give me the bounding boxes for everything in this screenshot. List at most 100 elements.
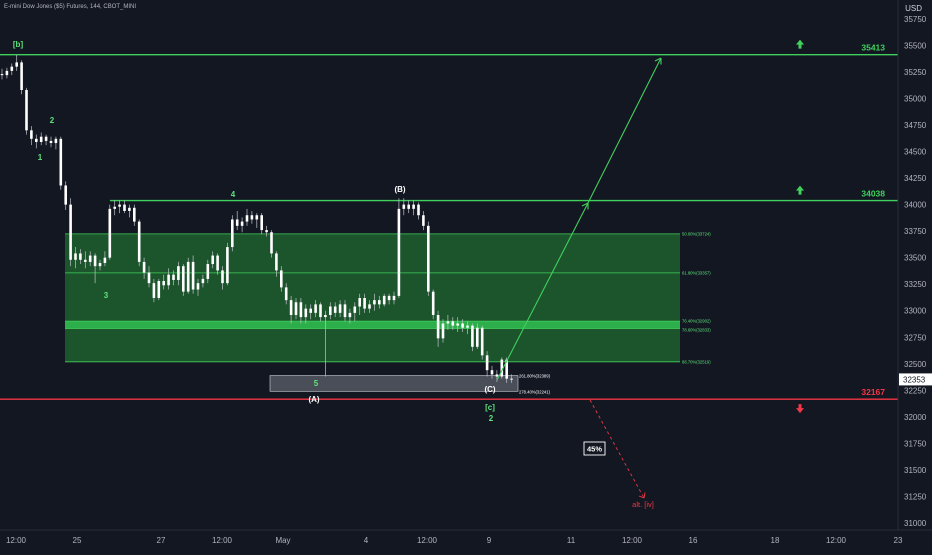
candle [191, 261, 195, 290]
candle [231, 219, 234, 248]
candle [314, 304, 317, 313]
arrow-up-icon [796, 185, 804, 195]
candle [382, 295, 386, 305]
candle [88, 255, 92, 262]
projection-down-path [589, 399, 645, 499]
candle [368, 304, 371, 309]
candle [422, 215, 425, 226]
y-tick-label: 35500 [904, 41, 927, 50]
projection-down-arrowhead [638, 492, 646, 499]
fib-label: 50.00%(33724) [682, 231, 711, 236]
y-tick-label: 33750 [904, 227, 927, 236]
fib-label: 76.40%(32902) [682, 319, 711, 324]
candle [211, 255, 214, 265]
candle [431, 291, 435, 315]
candle [221, 270, 224, 284]
candle [20, 62, 23, 90]
x-tick-label: 27 [157, 536, 166, 545]
candle [245, 215, 249, 222]
y-tick-label: 35750 [904, 15, 927, 24]
candle [289, 300, 293, 315]
x-tick-label: 4 [364, 536, 369, 545]
candle [39, 136, 43, 142]
candle [284, 287, 288, 301]
x-tick-label: 12:00 [212, 536, 233, 545]
candle [142, 261, 146, 273]
candle [25, 89, 28, 131]
candle [113, 206, 116, 209]
candle [235, 219, 239, 226]
x-tick-label: 12:00 [622, 536, 643, 545]
y-tick-label: 31750 [904, 439, 927, 448]
candle [329, 306, 332, 315]
currency-label: USD [905, 4, 922, 13]
probability-box [583, 441, 606, 456]
y-tick-label: 32500 [904, 360, 927, 369]
candle [30, 130, 33, 139]
candle [10, 66, 14, 71]
x-tick-label: 12:00 [6, 536, 27, 545]
candle [436, 314, 440, 339]
candle [64, 185, 67, 205]
y-tick-label: 34000 [904, 201, 927, 210]
candle [407, 204, 410, 209]
candle [69, 204, 72, 260]
wave-label: 1 [38, 153, 43, 162]
candle [49, 140, 53, 144]
candle [500, 359, 504, 377]
arrow-up-icon [796, 39, 804, 49]
extension-label: 278.40%(32241) [519, 389, 551, 394]
candle [93, 255, 97, 267]
x-tick-label: 16 [689, 536, 698, 545]
extension-zone [269, 375, 519, 392]
candle [15, 62, 18, 67]
candle [84, 259, 87, 262]
fib-band-76 [65, 321, 680, 329]
wave-label: [b] [13, 40, 24, 49]
candle [338, 304, 342, 313]
y-tick-label: 31500 [904, 466, 927, 475]
candle [456, 323, 459, 326]
candle [417, 204, 420, 216]
fib-label: 88.70%(32519) [682, 359, 711, 364]
candle [451, 321, 455, 326]
candle [485, 355, 489, 371]
projection-up-arrowhead [581, 202, 589, 210]
candle [216, 255, 219, 271]
wave-label: 3 [104, 291, 109, 300]
candle [172, 274, 175, 280]
y-tick-label: 35000 [904, 94, 927, 103]
candle [427, 225, 430, 292]
candle [466, 325, 469, 328]
candle [392, 295, 396, 301]
candle [35, 138, 38, 142]
candle [206, 264, 210, 279]
x-tick-label: 9 [487, 536, 492, 545]
y-tick-label: 34500 [904, 148, 927, 157]
candle [162, 281, 165, 286]
y-tick-label: 32000 [904, 413, 927, 422]
current-price-tag [899, 373, 932, 386]
y-tick-label: 34250 [904, 174, 927, 183]
x-tick-label: 11 [567, 536, 576, 545]
candle [304, 308, 308, 318]
candle [133, 207, 136, 222]
candle [128, 207, 131, 211]
candle [270, 232, 273, 254]
candle [147, 272, 151, 284]
candle [137, 221, 141, 262]
current-price-label: 32353 [903, 375, 926, 384]
candle [353, 306, 357, 313]
candle [280, 270, 283, 288]
support-label: 32167 [861, 387, 885, 397]
candle [333, 306, 337, 313]
candle [123, 204, 126, 211]
candle [108, 208, 112, 258]
candle [441, 323, 445, 339]
candle [59, 138, 63, 186]
candle [167, 274, 170, 286]
candle [299, 302, 303, 318]
y-tick-label: 31250 [904, 492, 927, 501]
